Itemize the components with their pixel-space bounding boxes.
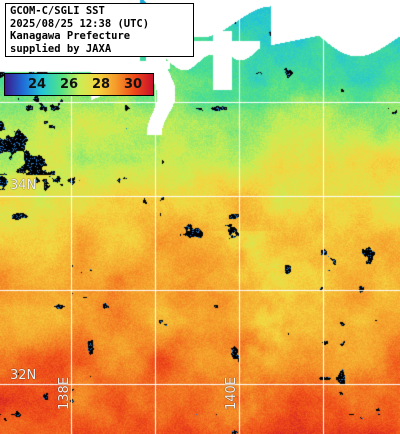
caption-datetime: 2025/08/25 12:38 (UTC) xyxy=(10,17,150,30)
sst-color-legend: 24 26 28 30 xyxy=(4,73,154,96)
legend-tick-26: 26 xyxy=(60,77,79,92)
latitude-label-34n: 34N xyxy=(10,178,37,193)
legend-tick-28: 28 xyxy=(92,77,111,92)
latitude-label-32n: 32N xyxy=(10,368,37,383)
longitude-label-140e: 140E xyxy=(224,376,239,410)
legend-tick-24: 24 xyxy=(28,77,47,92)
legend-tick-30: 30 xyxy=(124,77,143,92)
map-caption: GCOM-C/SGLI SST 2025/08/25 12:38 (UTC) K… xyxy=(5,3,194,57)
caption-region: Kanagawa Prefecture xyxy=(10,30,131,42)
legend-gradient-bar xyxy=(5,74,153,95)
longitude-label-138e: 138E xyxy=(57,376,72,410)
caption-title: GCOM-C/SGLI SST xyxy=(10,5,105,17)
caption-credit: supplied by JAXA xyxy=(10,42,112,55)
